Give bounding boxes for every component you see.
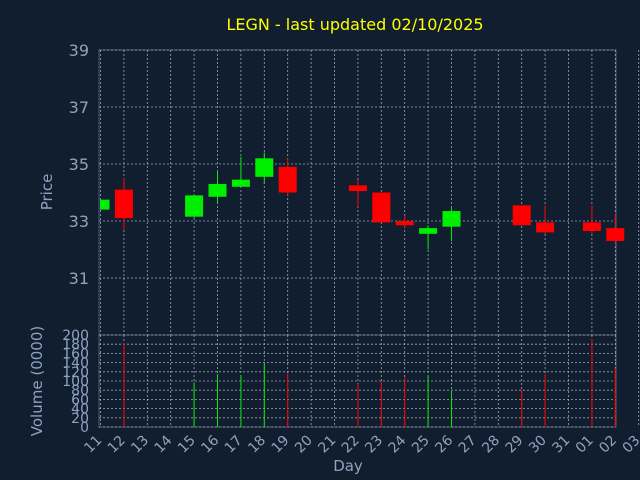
price-tick-label: 39 xyxy=(69,41,89,60)
candle-body xyxy=(606,228,625,241)
candle xyxy=(442,208,461,241)
candle-body xyxy=(582,222,601,231)
x-tick-label: 28 xyxy=(479,433,503,457)
price-panel: 31 33 35 37 39 xyxy=(69,41,640,336)
price-y-ticks: 31 33 35 37 39 xyxy=(69,41,89,288)
x-tick-label: 25 xyxy=(409,433,433,457)
x-tick-label: 20 xyxy=(292,433,316,457)
candle-body xyxy=(512,205,531,226)
candle xyxy=(208,171,227,203)
x-tick-label: 19 xyxy=(269,433,293,457)
x-tick-label: 30 xyxy=(526,433,550,457)
volume-tick-label: 120 xyxy=(62,365,89,381)
x-tick-label: 21 xyxy=(315,433,339,457)
candle xyxy=(395,215,414,229)
x-tick-label: 26 xyxy=(432,432,456,456)
x-tick-label: 31 xyxy=(549,433,573,457)
volume-tick-label: 20 xyxy=(71,411,89,427)
x-tick-label: 14 xyxy=(152,432,176,456)
price-grid xyxy=(99,49,640,335)
x-tick-label: 18 xyxy=(245,433,269,457)
volume-tick-label: 180 xyxy=(62,337,89,353)
volume-bars xyxy=(123,338,616,427)
x-tick-label: 17 xyxy=(222,433,246,457)
candle-body xyxy=(100,199,110,210)
candle xyxy=(114,178,133,230)
price-tick-label: 33 xyxy=(69,212,89,231)
candle xyxy=(100,199,110,210)
x-tick-label: 29 xyxy=(503,433,527,457)
price-tick-label: 31 xyxy=(69,269,89,288)
candle xyxy=(606,213,625,244)
x-tick-label: 27 xyxy=(456,433,480,457)
volume-tick-label: 40 xyxy=(71,402,89,418)
volume-tick-label: 80 xyxy=(71,383,89,399)
volume-tick-label: 200 xyxy=(62,328,89,344)
x-axis-ticks: 11 12 13 14 15 16 17 18 19 20 21 22 23 24 25 26 27 28 29 30… xyxy=(81,432,640,456)
candle-body xyxy=(208,183,227,197)
x-tick-label: 11 xyxy=(81,433,105,457)
x-tick-label: 16 xyxy=(198,432,222,456)
volume-tick-label: 140 xyxy=(62,356,89,372)
x-tick-label: 03 xyxy=(620,433,640,457)
candle xyxy=(512,205,531,226)
candle xyxy=(278,158,297,196)
x-tick-label: 12 xyxy=(105,433,129,457)
volume-axis-label: Volume (0000) xyxy=(28,326,46,436)
volume-tick-label: 100 xyxy=(62,374,89,390)
candle-body xyxy=(442,211,461,227)
volume-tick-label: 60 xyxy=(71,392,89,408)
x-tick-label: 15 xyxy=(175,433,199,457)
candle-body xyxy=(419,228,438,234)
x-tick-label: 22 xyxy=(339,433,363,457)
candle xyxy=(348,179,367,207)
candle-body xyxy=(536,222,555,233)
volume-tick-label: 0 xyxy=(80,420,89,436)
candle-body xyxy=(185,195,204,217)
x-tick-label: 02 xyxy=(596,433,620,457)
x-tick-label: 01 xyxy=(573,433,597,457)
candle-body xyxy=(348,185,367,192)
price-tick-label: 35 xyxy=(69,155,89,174)
candle xyxy=(231,156,250,187)
x-tick-label: 24 xyxy=(386,432,410,456)
x-tick-label: 23 xyxy=(362,433,386,457)
candles xyxy=(100,152,625,250)
candle xyxy=(536,205,555,234)
candle-body xyxy=(231,179,250,187)
candle-body xyxy=(372,192,391,223)
candle-body xyxy=(395,221,414,226)
volume-grid xyxy=(99,334,640,428)
candle-body xyxy=(114,189,133,219)
x-tick-label: 13 xyxy=(128,433,152,457)
candle xyxy=(372,192,391,223)
x-axis-label: Day xyxy=(333,457,363,475)
candle xyxy=(185,195,204,219)
candle xyxy=(582,205,601,234)
candle-body xyxy=(255,158,274,177)
chart-title: LEGN - last updated 02/10/2025 xyxy=(226,15,483,34)
candle-body xyxy=(278,166,297,193)
candle xyxy=(255,152,274,184)
price-axis-label: Price xyxy=(38,174,56,211)
volume-tick-label: 160 xyxy=(62,346,89,362)
price-tick-label: 37 xyxy=(69,98,89,117)
candle xyxy=(419,225,438,250)
